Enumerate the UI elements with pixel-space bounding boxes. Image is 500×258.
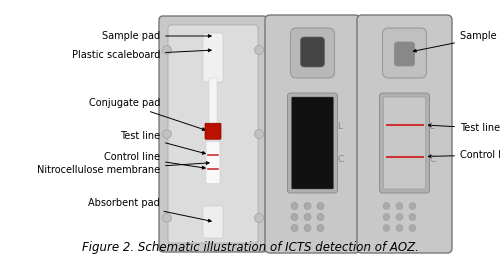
- Circle shape: [304, 214, 311, 221]
- Text: Nitrocellulose membrane: Nitrocellulose membrane: [37, 162, 209, 175]
- FancyBboxPatch shape: [159, 16, 267, 252]
- Text: C: C: [430, 155, 436, 164]
- FancyBboxPatch shape: [168, 25, 258, 243]
- Circle shape: [396, 203, 403, 209]
- FancyBboxPatch shape: [290, 28, 335, 78]
- Circle shape: [409, 224, 416, 231]
- Text: Test line: Test line: [428, 123, 500, 133]
- Text: L: L: [338, 122, 342, 131]
- FancyBboxPatch shape: [265, 15, 360, 253]
- FancyBboxPatch shape: [205, 123, 221, 139]
- Circle shape: [396, 224, 403, 231]
- Text: L: L: [430, 122, 434, 131]
- Text: Absorbent pad: Absorbent pad: [88, 198, 211, 222]
- Circle shape: [254, 45, 264, 54]
- Circle shape: [304, 203, 311, 209]
- Circle shape: [254, 130, 264, 139]
- Text: Sample pad: Sample pad: [102, 31, 211, 41]
- FancyBboxPatch shape: [382, 28, 426, 78]
- Circle shape: [291, 214, 298, 221]
- FancyBboxPatch shape: [203, 33, 223, 82]
- Text: Test line: Test line: [120, 131, 206, 154]
- Bar: [209, 78, 217, 133]
- Circle shape: [291, 203, 298, 209]
- Circle shape: [409, 203, 416, 209]
- FancyBboxPatch shape: [288, 93, 338, 193]
- Circle shape: [317, 224, 324, 231]
- Circle shape: [383, 224, 390, 231]
- Text: Sample pad: Sample pad: [414, 31, 500, 52]
- Circle shape: [291, 224, 298, 231]
- Text: Control line: Control line: [104, 152, 205, 169]
- Circle shape: [317, 214, 324, 221]
- Circle shape: [383, 214, 390, 221]
- Text: Figure 2. Schematic illustration of ICTS detection of AOZ.: Figure 2. Schematic illustration of ICTS…: [82, 241, 418, 254]
- Text: Plastic scaleboard: Plastic scaleboard: [72, 49, 211, 60]
- Text: C: C: [338, 155, 344, 164]
- FancyBboxPatch shape: [203, 206, 223, 238]
- FancyBboxPatch shape: [357, 15, 452, 253]
- Text: Conjugate pad: Conjugate pad: [88, 98, 206, 131]
- Circle shape: [409, 214, 416, 221]
- Circle shape: [304, 224, 311, 231]
- Circle shape: [162, 130, 172, 139]
- Circle shape: [317, 203, 324, 209]
- Circle shape: [383, 203, 390, 209]
- FancyBboxPatch shape: [384, 97, 426, 189]
- Circle shape: [162, 214, 172, 222]
- Circle shape: [162, 45, 172, 54]
- Circle shape: [254, 214, 264, 222]
- Circle shape: [396, 214, 403, 221]
- FancyBboxPatch shape: [394, 42, 414, 66]
- Text: Control line: Control line: [428, 150, 500, 160]
- FancyBboxPatch shape: [300, 37, 324, 67]
- FancyBboxPatch shape: [292, 97, 334, 189]
- FancyBboxPatch shape: [206, 141, 220, 184]
- FancyBboxPatch shape: [380, 93, 430, 193]
